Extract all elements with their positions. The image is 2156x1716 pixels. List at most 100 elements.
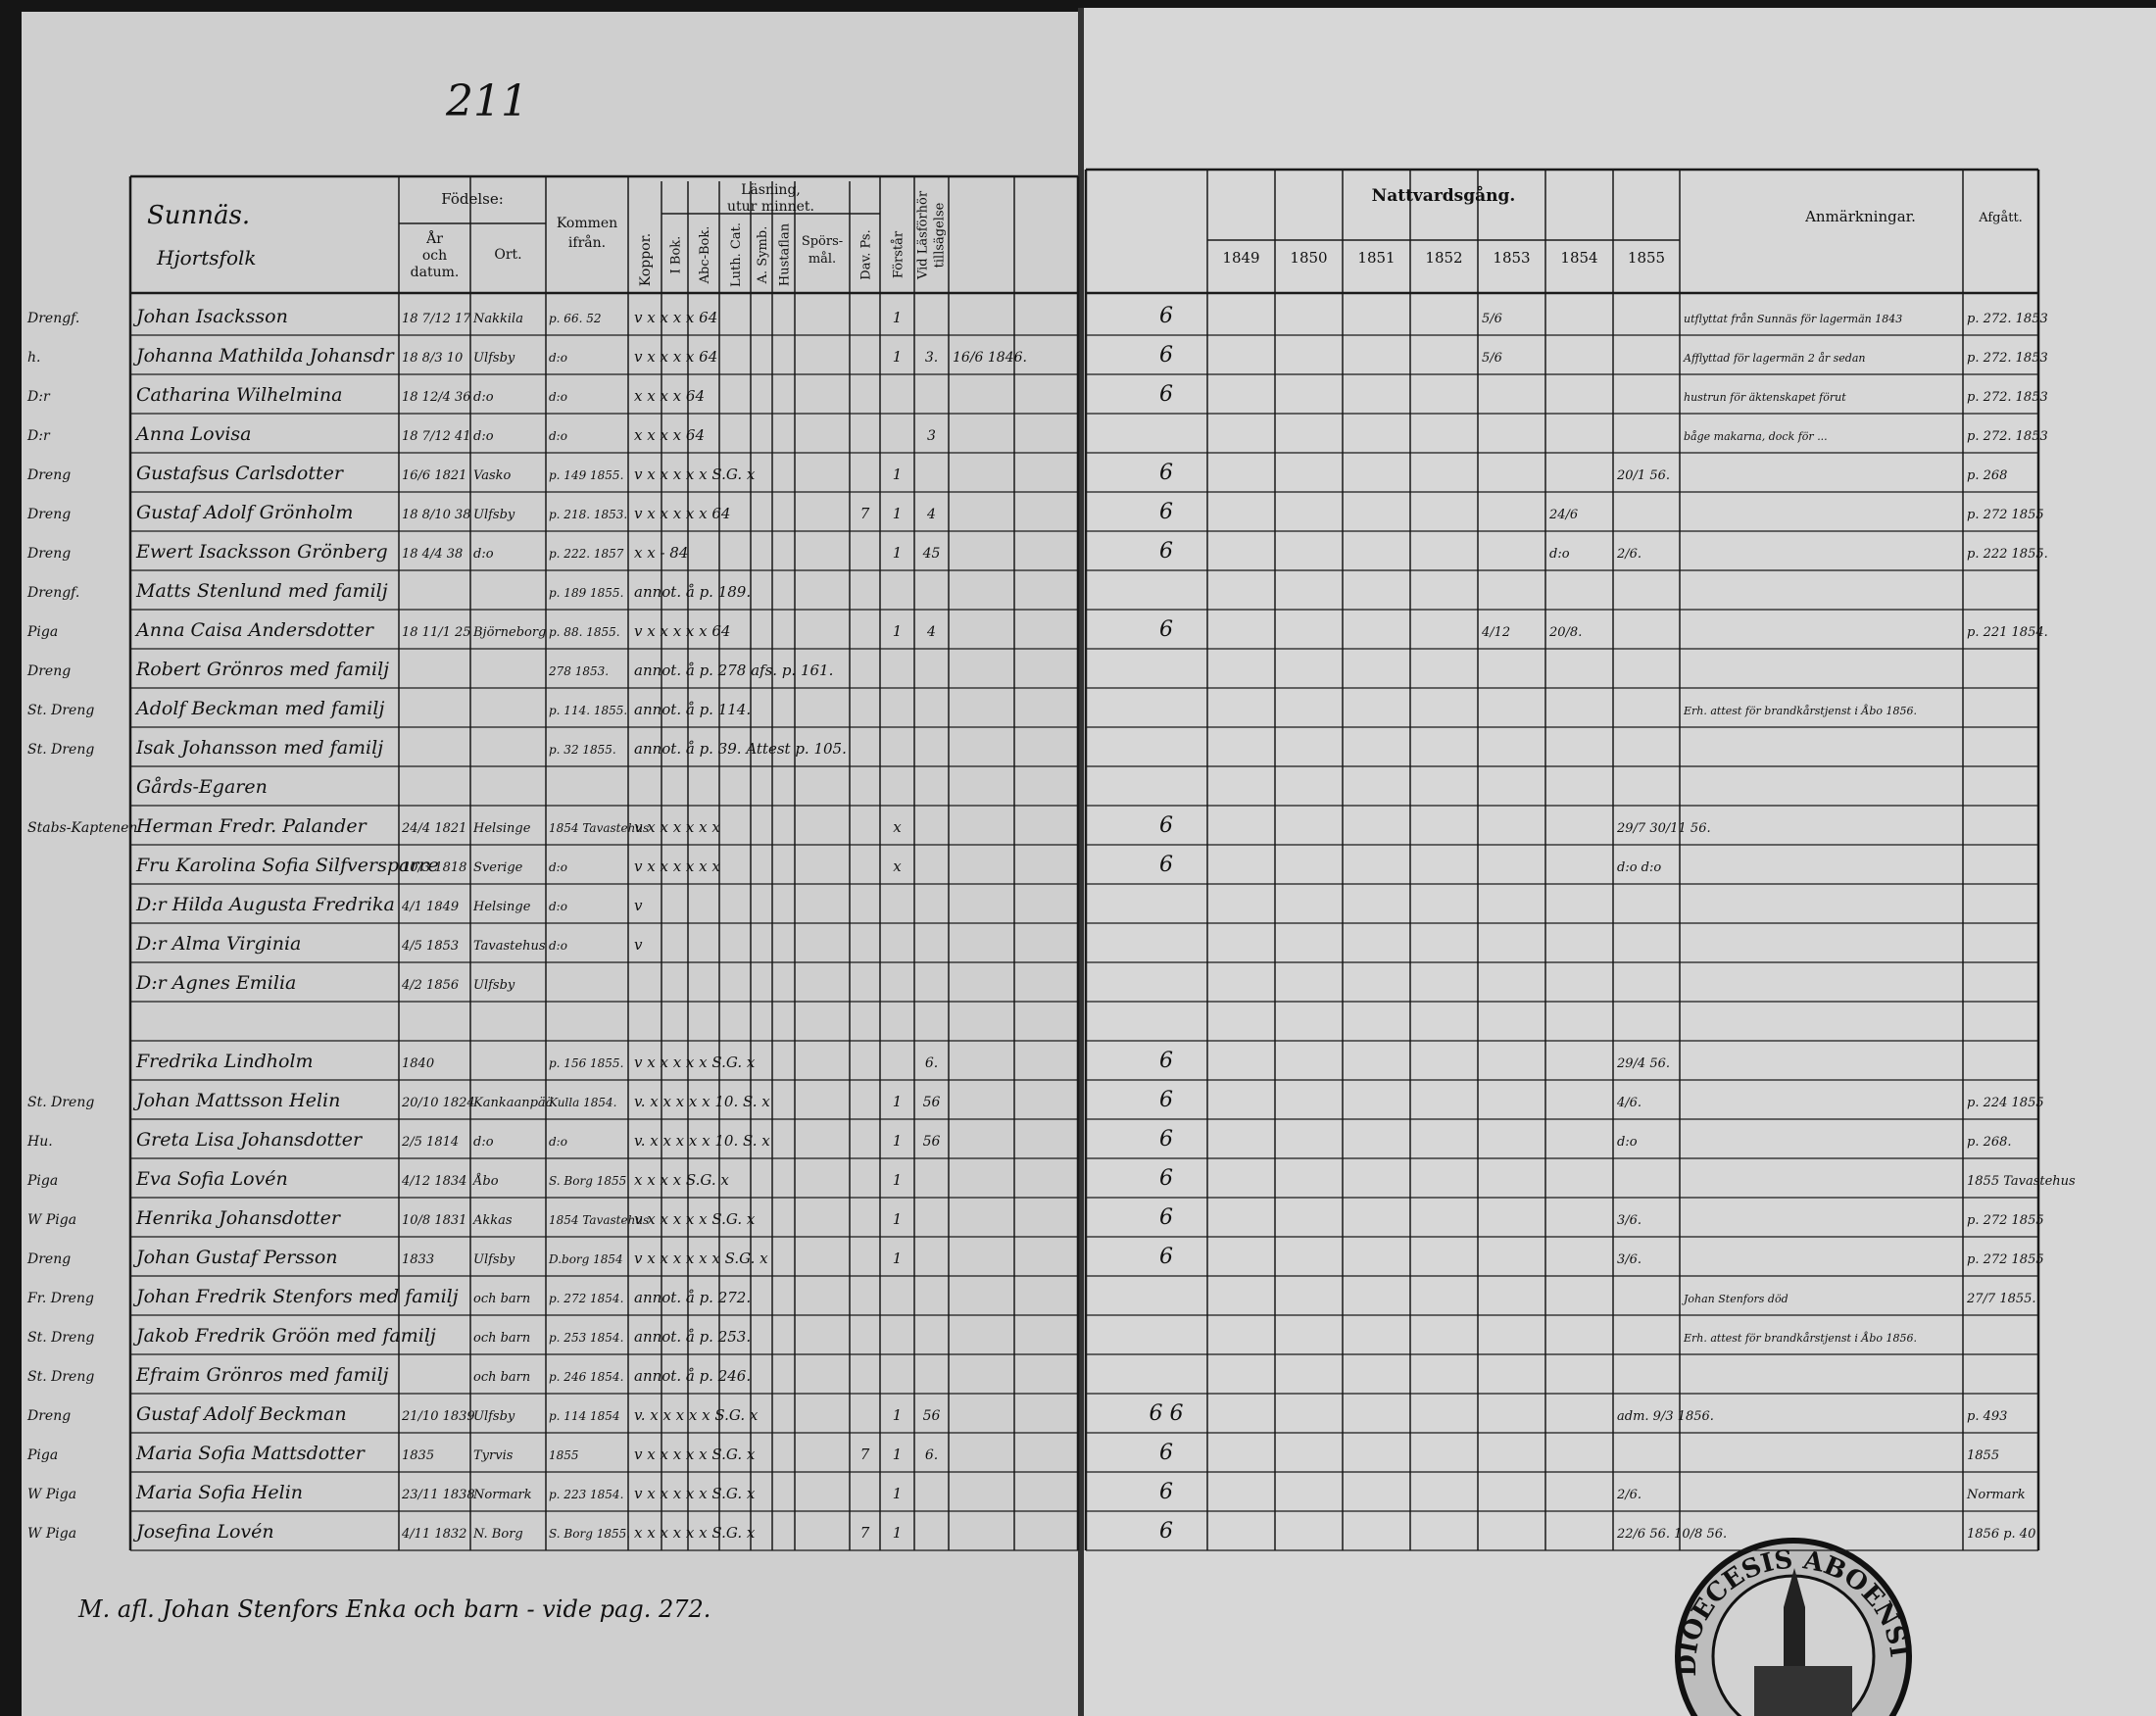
handwritten-text: Johan Stenfors död (1682, 1293, 1788, 1305)
handwritten-text: W Piga (27, 1526, 76, 1542)
handwritten-text: p. 224 1855 (1967, 1096, 2044, 1110)
handwritten-text: Fru Karolina Sofia Silfversparre (135, 855, 439, 876)
handwritten-text: M. afl. Johan Stenfors Enka och barn - v… (77, 1595, 710, 1623)
handwritten-text: v x x x x x x (634, 858, 720, 875)
handwritten-text: Vasko (473, 468, 511, 483)
header-label: 1853 (1493, 249, 1530, 267)
handwritten-text: v x x x x x x S.G. x (634, 1250, 768, 1267)
handwritten-text: 10/8 1831 (402, 1213, 466, 1228)
handwritten-text: 1 (893, 1524, 903, 1542)
handwritten-text: v x x x x x x (634, 818, 720, 836)
handwritten-text: p. 221 1854. (1967, 625, 2048, 640)
header-label: Vid Läsförhör (916, 190, 931, 280)
handwritten-text: p. 246 1854. (549, 1370, 623, 1384)
handwritten-text: 6 (1159, 304, 1173, 328)
header-label: Anmärkningar. (1804, 208, 1916, 225)
handwritten-text: 2/6. (1616, 547, 1642, 562)
handwritten-text: Akkas (472, 1213, 513, 1228)
handwritten-text: p. 272 1855 (1967, 1252, 2044, 1267)
handwritten-text: 1855 Tavastehus (1967, 1174, 2076, 1189)
header-label: År (425, 229, 443, 247)
handwritten-text: 20/1 56. (1616, 468, 1670, 483)
handwritten-text: 6 6 (1150, 1401, 1184, 1426)
handwritten-text: d:o (1617, 1135, 1638, 1150)
header-label: Dav. Ps. (859, 229, 874, 279)
handwritten-text: 5/6 (1482, 312, 1502, 326)
handwritten-text: N. Borg (472, 1527, 523, 1542)
handwritten-text: D.borg 1854 (548, 1252, 623, 1266)
handwritten-text: hustrun för äktenskapet förut (1684, 391, 1846, 404)
handwritten-text: 6 (1159, 1166, 1173, 1191)
handwritten-text: 7 (860, 505, 870, 522)
church-spire (1784, 1568, 1805, 1607)
church-body (1754, 1666, 1852, 1716)
handwritten-text: Helsinge (472, 900, 531, 914)
handwritten-text: 7 (860, 1446, 870, 1463)
handwritten-text: x (893, 818, 902, 836)
handwritten-text: 1854 Tavastehus (549, 821, 649, 835)
handwritten-text: 6 (1159, 382, 1173, 407)
handwritten-text: 1854 Tavastehus (549, 1213, 649, 1227)
handwritten-text: Dreng (26, 1251, 71, 1267)
handwritten-text: St. Dreng (27, 1330, 94, 1346)
handwritten-text: Maria Sofia Mattsdotter (135, 1443, 367, 1464)
handwritten-text: och barn (473, 1370, 530, 1385)
header-label: tillsägelse (933, 202, 948, 268)
handwritten-text: 18 4/4 38 (402, 547, 463, 562)
handwritten-text: Normark (472, 1488, 532, 1502)
handwritten-text: D:r Alma Virginia (135, 933, 301, 955)
handwritten-text: Gustaf Adolf Beckman (136, 1403, 347, 1425)
handwritten-text: 3 (927, 428, 936, 444)
header-label: Hustaflan (778, 222, 793, 286)
header-label: Födelse: (441, 190, 504, 208)
handwritten-text: v x x x x x S.G. x (634, 466, 756, 483)
handwritten-text: x x x x x x S.G. x (634, 1524, 756, 1542)
handwritten-text: adm. 9/3 1856. (1617, 1409, 1714, 1424)
handwritten-text: 1 (893, 1250, 903, 1267)
handwritten-text: 4/1 1849 (401, 900, 459, 914)
handwritten-text: Johan Isacksson (132, 306, 288, 327)
handwritten-text: annot. å p. 114. (634, 701, 751, 718)
handwritten-text: 1855 (1967, 1448, 1999, 1463)
handwritten-text: 1 (893, 309, 903, 326)
handwritten-text: 4 (926, 507, 936, 522)
handwritten-text: utflyttat från Sunnäs för lagermän 1843 (1684, 313, 1902, 325)
handwritten-text: 6 (1159, 1205, 1173, 1230)
header-label: 1854 (1560, 249, 1597, 267)
handwritten-text: 7 (860, 1524, 870, 1542)
handwritten-text: p. 268 (1967, 468, 2007, 483)
handwritten-text: 6 (1159, 1480, 1173, 1504)
handwritten-text: 4/12 1834 (401, 1174, 466, 1189)
handwritten-text: p. 189 1855. (549, 586, 623, 600)
handwritten-text: Hu. (26, 1134, 53, 1150)
handwritten-text: d:o (549, 900, 567, 913)
handwritten-text: d:o (473, 429, 494, 444)
handwritten-text: p. 272 1855 (1967, 1213, 2044, 1228)
handwritten-text: 22/6 56. 10/8 56. (1616, 1527, 1727, 1542)
handwritten-text: 21/10 1839 (401, 1409, 475, 1424)
spine (1078, 8, 1084, 1716)
handwritten-text: x x x x 64 (634, 387, 705, 405)
handwritten-text: 1 (893, 1406, 903, 1424)
handwritten-text: Ulfsby (473, 508, 515, 522)
handwritten-text: p. 272 1854. (549, 1292, 623, 1305)
handwritten-text: 18 8/3 10 (402, 351, 463, 366)
handwritten-text: p. 272. 1853 (1967, 390, 2048, 405)
handwritten-text: d:o (473, 547, 494, 562)
handwritten-text: 18 11/1 25 (402, 625, 471, 640)
header-label: Koppor. (638, 233, 654, 286)
header-label: Nattvardsgång. (1372, 185, 1516, 206)
handwritten-text: 1 (893, 466, 903, 483)
handwritten-text: v x x x x x S.G. x (634, 1485, 756, 1502)
handwritten-text: Kulla 1854. (548, 1096, 616, 1109)
handwritten-text: St. Dreng (27, 1369, 94, 1385)
handwritten-text: S. Borg 1855 (549, 1174, 626, 1188)
handwritten-text: v. x x x x x 10. S. x (634, 1093, 770, 1110)
handwritten-text: Dreng (26, 546, 71, 562)
handwritten-text: Normark (1966, 1488, 2026, 1502)
handwritten-text: Hjortsfolk (156, 246, 257, 270)
handwritten-text: annot. å p. 246. (634, 1367, 751, 1385)
handwritten-text: 6. (925, 1055, 938, 1071)
